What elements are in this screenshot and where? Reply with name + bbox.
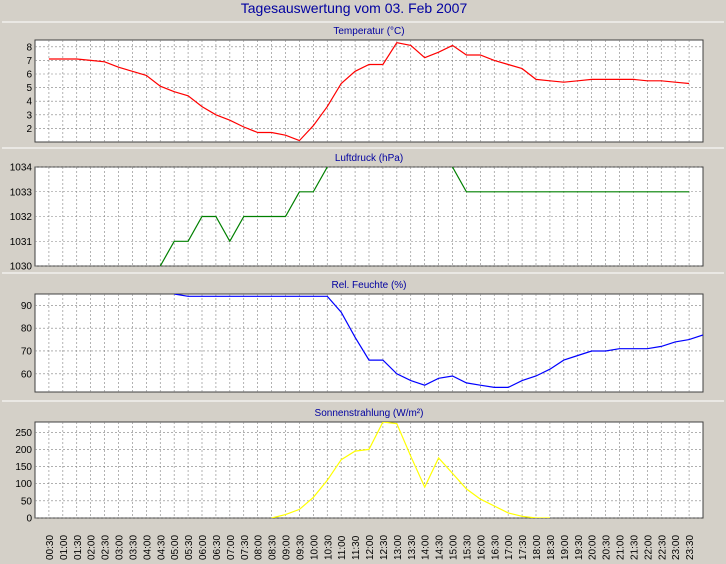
- x-tick-label: 05:30: [184, 535, 195, 560]
- x-tick-label: 00:30: [45, 535, 56, 560]
- y-tick-label: 1033: [10, 187, 33, 198]
- x-tick-label: 17:30: [518, 535, 529, 560]
- y-tick-label: 90: [21, 301, 33, 312]
- x-tick-label: 12:00: [365, 535, 376, 560]
- main-title: Tagesauswertung vom 03. Feb 2007: [241, 0, 468, 16]
- x-tick-label: 04:00: [142, 535, 153, 560]
- x-tick-label: 12:30: [379, 535, 390, 560]
- series-line: [174, 294, 703, 388]
- panel-title: Luftdruck (hPa): [335, 153, 403, 164]
- x-axis-labels: 00:30 01:00 01:30 02:00 02:30 03:00 03:30 04:00…: [45, 535, 696, 560]
- x-tick-label: 09:30: [295, 535, 306, 560]
- y-tick-label: 4: [26, 97, 32, 108]
- chart-panel-3: 60 70 80 90 Rel. Feuchte (%): [2, 272, 724, 393]
- chart-panel-4: 0 50 100 150 200 250 Sonnenstrahlung (W/m²): [2, 400, 724, 525]
- x-tick-label: 23:00: [671, 535, 682, 560]
- x-tick-label: 02:00: [87, 535, 98, 560]
- x-tick-label: 20:00: [588, 535, 599, 560]
- x-tick-label: 02:30: [101, 535, 112, 560]
- y-tick-label: 1030: [10, 262, 33, 273]
- x-tick-label: 15:00: [449, 535, 460, 560]
- y-tick-label: 60: [21, 369, 33, 380]
- x-tick-label: 20:30: [602, 535, 613, 560]
- x-tick-label: 18:30: [546, 535, 557, 560]
- x-tick-label: 22:00: [643, 535, 654, 560]
- x-tick-label: 21:30: [629, 535, 640, 560]
- panel-title: Temperatur (°C): [333, 26, 404, 37]
- x-tick-label: 04:30: [156, 535, 167, 560]
- x-tick-label: 01:30: [73, 535, 84, 560]
- x-tick-label: 15:30: [462, 535, 473, 560]
- x-tick-label: 03:00: [115, 535, 126, 560]
- y-tick-label: 50: [21, 496, 33, 507]
- y-tick-label: 250: [15, 428, 32, 439]
- y-tick-label: 0: [26, 514, 32, 525]
- x-tick-label: 16:30: [490, 535, 501, 560]
- x-tick-label: 11:30: [351, 535, 362, 560]
- y-tick-label: 8: [26, 42, 32, 53]
- x-tick-label: 17:00: [504, 535, 515, 560]
- x-tick-label: 09:00: [282, 535, 293, 560]
- x-tick-label: 08:30: [268, 535, 279, 560]
- x-tick-label: 13:30: [407, 535, 418, 560]
- x-tick-label: 03:30: [128, 535, 139, 560]
- y-tick-label: 2: [26, 124, 32, 135]
- x-tick-label: 10:00: [309, 535, 320, 560]
- y-tick-label: 150: [15, 462, 32, 473]
- x-tick-label: 19:30: [574, 535, 585, 560]
- y-tick-label: 1034: [10, 163, 33, 174]
- x-tick-label: 10:30: [323, 535, 334, 560]
- x-tick-label: 14:30: [435, 535, 446, 560]
- y-tick-label: 1031: [10, 237, 33, 248]
- panel-title: Sonnenstrahlung (W/m²): [315, 408, 424, 419]
- x-tick-label: 21:00: [616, 535, 627, 560]
- x-tick-label: 23:30: [685, 535, 696, 560]
- series-line: [159, 167, 690, 266]
- x-tick-label: 16:00: [476, 535, 487, 560]
- chart-panel-2: 1030 1031 1032 1033 1034 Luftdruck (hPa): [2, 147, 724, 273]
- x-tick-label: 13:00: [393, 535, 404, 560]
- y-tick-label: 6: [26, 70, 32, 81]
- x-tick-label: 08:00: [254, 535, 265, 560]
- panel-title: Rel. Feuchte (%): [331, 280, 406, 291]
- x-tick-label: 22:30: [657, 535, 668, 560]
- x-tick-label: 14:00: [421, 535, 432, 560]
- x-tick-label: 19:00: [560, 535, 571, 560]
- x-tick-label: 18:00: [532, 535, 543, 560]
- series-line: [271, 422, 550, 518]
- series-line: [48, 42, 690, 142]
- y-tick-label: 70: [21, 346, 33, 357]
- y-tick-label: 200: [15, 445, 32, 456]
- x-tick-label: 06:00: [198, 535, 209, 560]
- chart-panel-1: 2 3 4 5 6 7 8 Temperatur (°C): [2, 21, 724, 143]
- y-tick-label: 80: [21, 324, 33, 335]
- x-tick-label: 07:30: [240, 535, 251, 560]
- plot-area: [34, 39, 704, 143]
- x-tick-label: 06:30: [212, 535, 223, 560]
- x-tick-label: 11:00: [337, 535, 348, 560]
- x-tick-label: 07:00: [226, 535, 237, 560]
- y-tick-label: 1032: [10, 212, 33, 223]
- y-tick-label: 7: [26, 56, 32, 67]
- y-tick-label: 100: [15, 479, 32, 490]
- y-tick-label: 3: [26, 110, 32, 121]
- y-tick-label: 5: [26, 83, 32, 94]
- x-tick-label: 01:00: [59, 535, 70, 560]
- x-tick-label: 05:00: [170, 535, 181, 560]
